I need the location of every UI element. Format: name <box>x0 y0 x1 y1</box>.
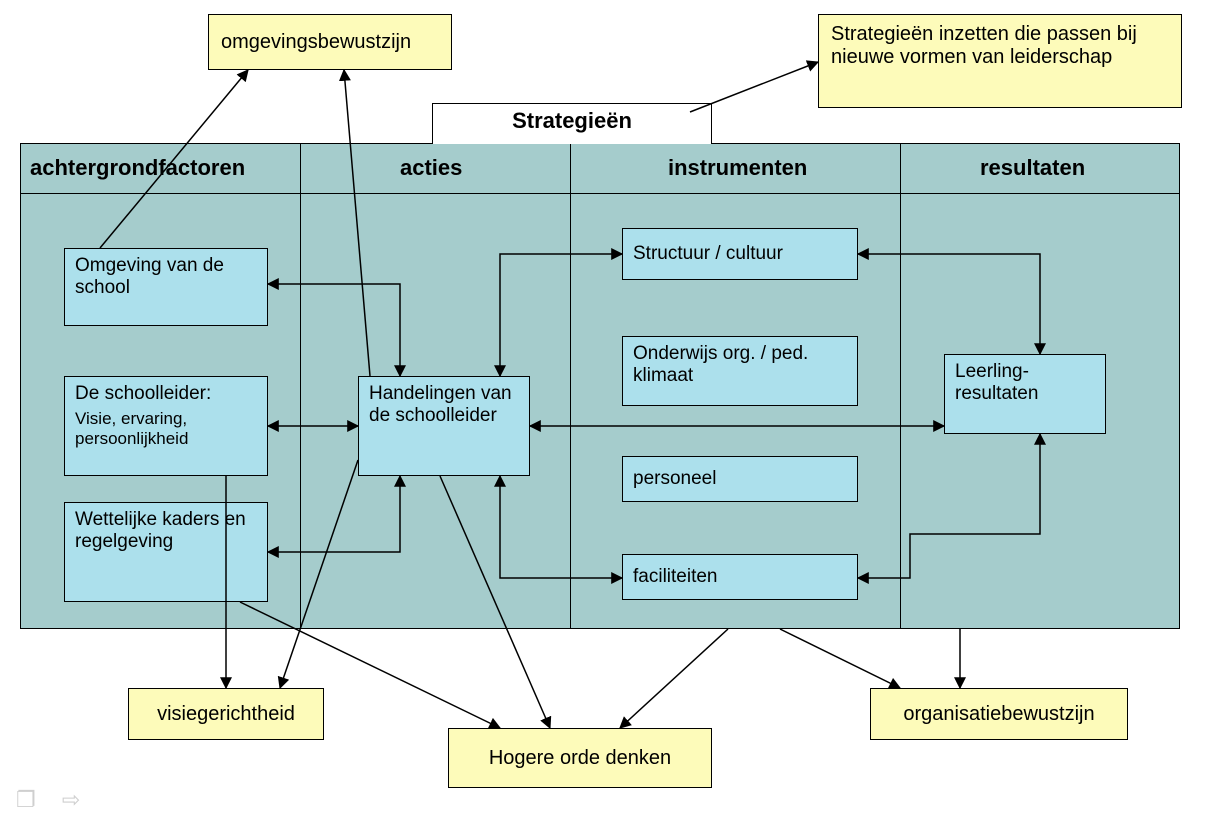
box-omgeving-school: Omgeving van de school <box>64 248 268 326</box>
box-omgevingsbewustzijn: omgevingsbewustzijn <box>208 14 452 70</box>
diagram-canvas: achtergrondfactoren acties instrumenten … <box>0 0 1206 821</box>
box-de-schoolleider: De schoolleider: Visie, ervaring, persoo… <box>64 376 268 476</box>
box-wettelijke-kaders: Wettelijke kaders en regelgeving <box>64 502 268 602</box>
header-achtergrondfactoren: achtergrondfactoren <box>30 155 245 181</box>
box-onderwijs-org: Onderwijs org. / ped. klimaat <box>622 336 858 406</box>
box-personeel: personeel <box>622 456 858 502</box>
divider-v2 <box>570 143 571 629</box>
nav-icons: ❐ ⇨ <box>16 787 90 813</box>
box-organisatiebewustzijn: organisatiebewustzijn <box>870 688 1128 740</box>
header-instrumenten: instrumenten <box>668 155 807 181</box>
box-hogere-orde-denken: Hogere orde denken <box>448 728 712 788</box>
divider-v1 <box>300 143 301 629</box>
divider-v3 <box>900 143 901 629</box>
de-schoolleider-label: De schoolleider: <box>75 383 211 404</box>
box-strategieen-inzetten: Strategieën inzetten die passen bij nieu… <box>818 14 1182 108</box>
header-resultaten: resultaten <box>980 155 1085 181</box>
header-acties: acties <box>400 155 462 181</box>
divider-h1 <box>20 193 1180 194</box>
strategieen-tab: Strategieën <box>432 103 712 144</box>
de-schoolleider-sublabel: Visie, ervaring, persoonlijkheid <box>75 409 257 449</box>
box-leerling-resultaten: Leerling-resultaten <box>944 354 1106 434</box>
box-visiegerichtheid: visiegerichtheid <box>128 688 324 740</box>
box-handelingen: Handelingen van de schoolleider <box>358 376 530 476</box>
box-faciliteiten: faciliteiten <box>622 554 858 600</box>
box-structuur-cultuur: Structuur / cultuur <box>622 228 858 280</box>
